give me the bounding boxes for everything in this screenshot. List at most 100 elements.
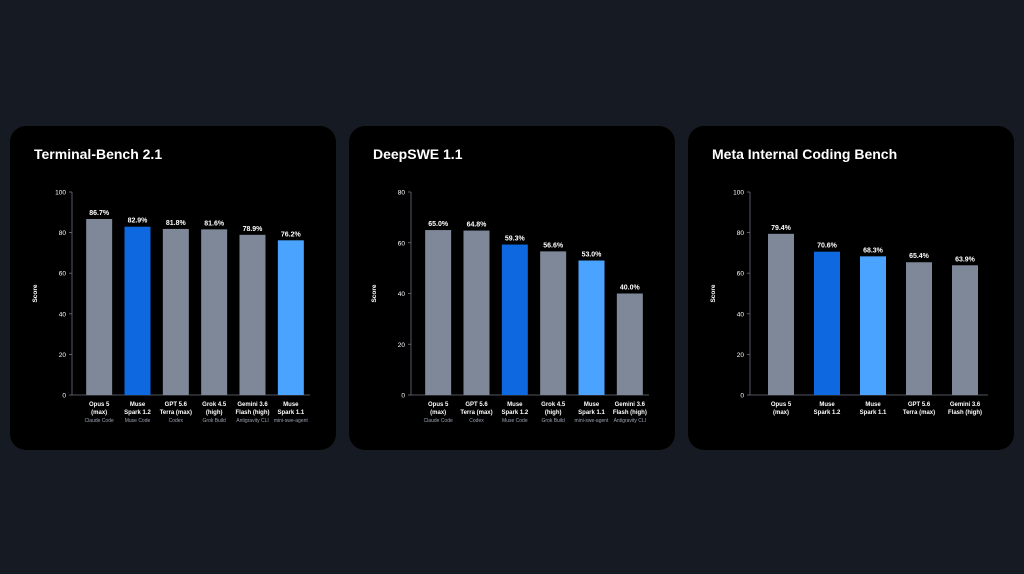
x-tick-label: Grok 4.5 bbox=[202, 402, 227, 408]
bar-value-label: 65.0% bbox=[428, 221, 449, 228]
x-tick-label: Gemini 3.6 bbox=[237, 402, 268, 408]
bar bbox=[860, 256, 886, 395]
x-tick-sublabel: Codex bbox=[469, 418, 484, 424]
bar bbox=[277, 240, 304, 395]
x-tick-label: (max) bbox=[773, 410, 789, 416]
bar bbox=[906, 262, 932, 395]
bar-value-label: 65.4% bbox=[909, 253, 930, 260]
x-tick-label: GPT 5.6 bbox=[465, 402, 488, 408]
y-axis-label: Score bbox=[371, 284, 378, 302]
x-tick-sublabel: Codex bbox=[169, 418, 184, 424]
y-tick-label: 20 bbox=[398, 342, 406, 349]
x-tick-sublabel: Claude Code bbox=[85, 418, 114, 424]
x-tick-label: Terra (max) bbox=[903, 410, 935, 416]
x-tick-sublabel: Antigravity CLI bbox=[236, 418, 269, 424]
y-tick-label: 60 bbox=[59, 271, 67, 278]
chart-title: Terminal-Bench 2.1 bbox=[34, 146, 163, 162]
y-tick-label: 80 bbox=[398, 190, 406, 197]
bar-value-label: 70.6% bbox=[817, 243, 838, 250]
x-tick-label: GPT 5.6 bbox=[165, 402, 188, 408]
y-tick-label: 100 bbox=[733, 190, 744, 197]
x-tick-label: (max) bbox=[430, 410, 446, 416]
x-tick-label: Terra (max) bbox=[460, 410, 492, 416]
x-tick-label: Muse bbox=[584, 402, 600, 408]
bar bbox=[814, 251, 840, 395]
y-tick-label: 20 bbox=[59, 352, 67, 359]
x-tick-label: Gemini 3.6 bbox=[615, 402, 646, 408]
bar-value-label: 68.3% bbox=[863, 247, 884, 254]
bar bbox=[463, 230, 490, 395]
x-tick-label: Spark 1.2 bbox=[501, 410, 528, 416]
y-tick-label: 20 bbox=[737, 352, 745, 359]
x-tick-sublabel: Claude Code bbox=[424, 418, 453, 424]
x-tick-sublabel: Muse Code bbox=[125, 418, 151, 424]
x-tick-label: Flash (high) bbox=[613, 410, 647, 416]
bar-chart-terminal-bench: 0 20 40 60 80 100 Score 86.7% Opus 5 (max) Claude … bbox=[32, 190, 310, 424]
bar-value-label: 40.0% bbox=[620, 285, 641, 292]
x-tick-label: Muse bbox=[130, 402, 146, 408]
bar-value-label: 81.8% bbox=[166, 220, 187, 227]
y-tick-label: 40 bbox=[398, 291, 406, 298]
bar bbox=[86, 218, 113, 395]
x-tick-label: GPT 5.6 bbox=[908, 402, 931, 408]
bar-value-label: 86.7% bbox=[89, 210, 110, 217]
bar bbox=[501, 244, 528, 395]
bar-value-label: 63.9% bbox=[955, 256, 976, 263]
bar bbox=[201, 229, 228, 395]
x-tick-label: Spark 1.1 bbox=[860, 410, 887, 416]
x-tick-label: Muse bbox=[819, 402, 835, 408]
bar-value-label: 82.9% bbox=[128, 218, 149, 225]
chart-title: Meta Internal Coding Bench bbox=[712, 146, 898, 162]
x-tick-label: Spark 1.1 bbox=[277, 410, 304, 416]
y-tick-label: 80 bbox=[737, 230, 745, 237]
bar bbox=[124, 226, 151, 395]
x-tick-sublabel: mini-swe-agent bbox=[575, 418, 610, 424]
x-tick-label: (high) bbox=[545, 410, 562, 416]
bar-value-label: 81.6% bbox=[204, 220, 225, 227]
y-axis-label: Score bbox=[32, 284, 39, 302]
y-tick-label: 40 bbox=[59, 311, 67, 318]
y-axis-label: Score bbox=[710, 284, 717, 302]
x-tick-sublabel: Grok Build bbox=[541, 418, 565, 424]
bar bbox=[425, 230, 452, 395]
x-tick-label: Spark 1.1 bbox=[578, 410, 605, 416]
bar bbox=[616, 293, 643, 395]
bar bbox=[768, 233, 794, 395]
bar bbox=[952, 265, 978, 395]
bar bbox=[578, 260, 605, 395]
x-tick-label: Gemini 3.6 bbox=[950, 402, 981, 408]
chart-card-terminal-bench: Terminal-Bench 2.1 0 20 40 60 80 100 Score 86.7… bbox=[10, 126, 336, 450]
x-tick-label: Grok 4.5 bbox=[541, 402, 566, 408]
x-tick-label: Opus 5 bbox=[428, 402, 449, 408]
x-tick-sublabel: Grok Build bbox=[202, 418, 226, 424]
bar-chart-meta-internal: 0 20 40 60 80 100 Score 79.4% Opus 5 (max) 70.6% Mu… bbox=[710, 190, 988, 416]
x-tick-label: Terra (max) bbox=[160, 410, 192, 416]
chart-title: DeepSWE 1.1 bbox=[373, 146, 463, 162]
bar-value-label: 56.6% bbox=[543, 242, 564, 249]
x-tick-sublabel: mini-swe-agent bbox=[274, 418, 309, 424]
bar-chart-deepswe: 0 20 40 60 80 Score 65.0% Opus 5 (max) Claude Cod… bbox=[371, 190, 649, 424]
chart-card-deepswe: DeepSWE 1.1 0 20 40 60 80 Score 65.0% Opus 5 (ma… bbox=[349, 126, 675, 450]
x-tick-label: Spark 1.2 bbox=[124, 410, 151, 416]
bar-value-label: 59.3% bbox=[505, 236, 526, 243]
y-tick-label: 0 bbox=[740, 393, 744, 400]
x-tick-label: Opus 5 bbox=[89, 402, 110, 408]
x-tick-label: Muse bbox=[507, 402, 523, 408]
y-tick-label: 0 bbox=[401, 393, 405, 400]
x-tick-sublabel: Muse Code bbox=[502, 418, 528, 424]
x-tick-label: (high) bbox=[206, 410, 223, 416]
x-tick-label: (max) bbox=[91, 410, 107, 416]
y-tick-label: 100 bbox=[55, 190, 66, 197]
x-tick-label: Opus 5 bbox=[771, 402, 792, 408]
x-tick-sublabel: Antigravity CLI bbox=[614, 418, 647, 424]
y-tick-label: 60 bbox=[737, 271, 745, 278]
bar-value-label: 79.4% bbox=[771, 225, 792, 232]
bar-value-label: 76.2% bbox=[281, 231, 302, 238]
bar bbox=[540, 251, 567, 395]
bar bbox=[162, 228, 189, 395]
y-tick-label: 60 bbox=[398, 240, 406, 247]
bar-value-label: 78.9% bbox=[243, 226, 264, 233]
bar bbox=[239, 234, 266, 395]
x-tick-label: Flash (high) bbox=[236, 410, 270, 416]
y-tick-label: 80 bbox=[59, 230, 67, 237]
